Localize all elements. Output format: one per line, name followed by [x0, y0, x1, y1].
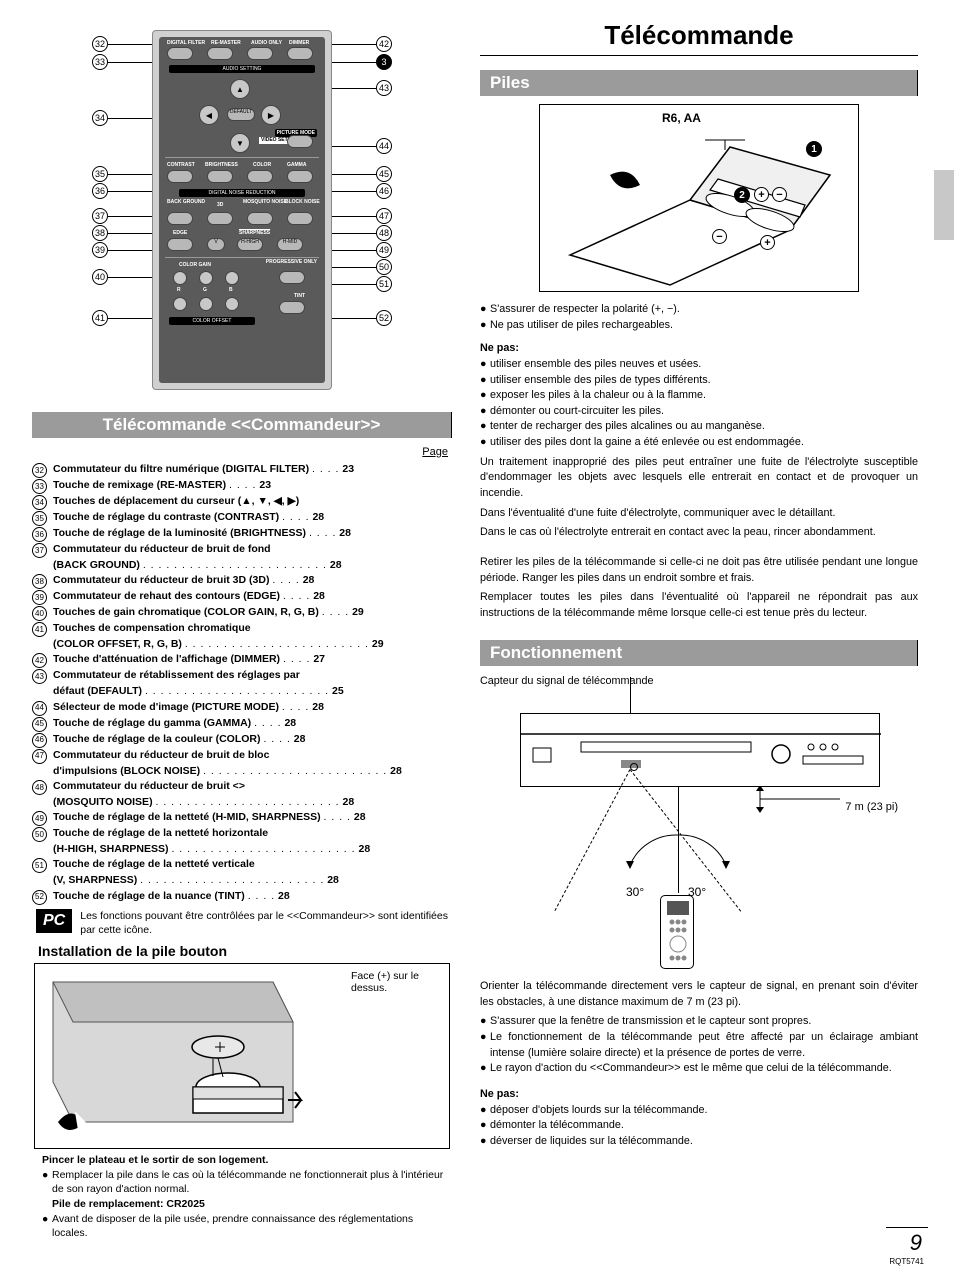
page-number: 9 [886, 1227, 928, 1256]
ref-item-35: 35Touche de réglage du contraste (CONTRA… [32, 510, 452, 526]
ref-item-37-cont: (BACK GROUND) . . . . . . . . . . . . . … [32, 558, 452, 573]
remote-diagram: DIGITAL FILTER RE-MASTER AUDIO ONLY DIMM… [92, 20, 392, 402]
callout-42: 42 [332, 36, 392, 52]
doc-code: RQT5741 [889, 1257, 924, 1266]
callout-41: 41 [92, 310, 152, 326]
pc-badge: PC [36, 909, 72, 933]
ref-item-41-cont: (COLOR OFFSET, R, G, B) . . . . . . . . … [32, 637, 452, 652]
ref-item-50-cont: (H-HIGH, SHARPNESS) . . . . . . . . . . … [32, 842, 452, 857]
replacement-pile: Pile de remplacement: CR2025 [52, 1197, 448, 1212]
right-column: Télécommande Piles R6, AA 1 2 + − [480, 20, 918, 1241]
side-gray-tab [934, 170, 954, 240]
callout-46: 46 [332, 183, 392, 199]
callout-37: 37 [92, 208, 152, 224]
left-column: DIGITAL FILTER RE-MASTER AUDIO ONLY DIMM… [32, 20, 452, 1241]
callout-32: 32 [92, 36, 152, 52]
section-piles-header: Piles [480, 70, 918, 96]
operation-diagram: 7 m (23 pi) 30° 30° [480, 695, 918, 975]
callout-33: 33 [92, 54, 152, 70]
ref-item-47: 47Commutateur du réducteur de bruit de b… [32, 748, 452, 764]
callout-50: 50 [332, 259, 392, 275]
ref-item-42: 42Touche d'atténuation de l'affichage (D… [32, 652, 452, 668]
ref-item-36: 36Touche de réglage de la luminosité (BR… [32, 526, 452, 542]
callout-3: 3 [332, 54, 392, 70]
pc-note: PC Les fonctions pouvant être contrôlées… [32, 909, 452, 937]
angle-left: 30° [626, 885, 644, 899]
install-header: Installation de la pile bouton [38, 943, 452, 959]
ref-item-41: 41Touches de compensation chromatique [32, 621, 452, 637]
piles-text-block: ●S'assurer de respecter la polarité (+, … [480, 302, 918, 622]
ref-item-52: 52Touche de réglage de la nuance (TINT) … [32, 889, 452, 905]
callout-49: 49 [332, 242, 392, 258]
page-column-label: Page [32, 446, 448, 458]
callout-52: 52 [332, 310, 392, 326]
piles-bullet-0: ●utiliser ensemble des piles neuves et u… [480, 357, 918, 373]
callout-51: 51 [332, 276, 392, 292]
lbl-dimmer: DIMMER [289, 40, 309, 46]
ref-item-33: 33Touche de remixage (RE-MASTER) . . . .… [32, 478, 452, 494]
piles-bullet-4: ●tenter de recharger des piles alcalines… [480, 419, 918, 435]
ref-item-32: 32Commutateur du filtre numérique (DIGIT… [32, 462, 452, 478]
piles-bullet-5: ●utiliser des piles dont la gaine a été … [480, 435, 918, 451]
piles-bullet-3: ●démonter ou court-circuiter les piles. [480, 404, 918, 420]
ref-item-43-cont: défaut (DEFAULT) . . . . . . . . . . . .… [32, 684, 452, 699]
pc-text: Les fonctions pouvant être contrôlées pa… [80, 909, 452, 937]
ref-item-43: 43Commutateur de rétablissement des régl… [32, 668, 452, 684]
lbl-digital-filter: DIGITAL FILTER [167, 40, 205, 46]
step-2-icon: 2 [734, 187, 750, 203]
ref-item-49: 49Touche de réglage de la netteté (H-MID… [32, 810, 452, 826]
callout-34: 34 [92, 110, 152, 126]
ref-item-38: 38Commutateur du réducteur de bruit 3D (… [32, 573, 452, 589]
ref-item-46: 46Touche de réglage de la couleur (COLOR… [32, 732, 452, 748]
lbl-audio-setting: AUDIO SETTING [169, 65, 315, 73]
replace-bullet: Remplacer la pile dans le cas où la télé… [52, 1168, 448, 1197]
callout-40: 40 [92, 269, 152, 285]
ref-item-40: 40Touches de gain chromatique (COLOR GAI… [32, 605, 452, 621]
piles-bullet-1: ●utiliser ensemble des piles de types di… [480, 373, 918, 389]
ref-item-48: 48Commutateur du réducteur de bruit <> [32, 779, 452, 795]
dispose-bullet: Avant de disposer de la pile usée, prend… [52, 1212, 448, 1241]
fonc-text-block: Orienter la télécommande directement ver… [480, 979, 918, 1149]
ref-item-45: 45Touche de réglage du gamma (GAMMA) . .… [32, 716, 452, 732]
callout-39: 39 [92, 242, 152, 258]
ref-item-39: 39Commutateur de rehaut des contours (ED… [32, 589, 452, 605]
section-remote-header: Télécommande <<Commandeur>> [32, 412, 452, 438]
callout-47: 47 [332, 208, 392, 224]
ref-item-51-cont: (V, SHARPNESS) . . . . . . . . . . . . .… [32, 873, 452, 888]
section-fonc-header: Fonctionnement [480, 640, 918, 666]
distance-label: 7 m (23 pi) [845, 801, 898, 813]
face-plus-text: Face (+) sur le dessus. [351, 970, 441, 994]
ref-item-48-cont: (MOSQUITO NOISE) . . . . . . . . . . . .… [32, 795, 452, 810]
reference-list: 32Commutateur du filtre numérique (DIGIT… [32, 462, 452, 905]
ref-item-37: 37Commutateur du réducteur de bruit de f… [32, 542, 452, 558]
callout-44: 44 [332, 138, 392, 154]
callout-48: 48 [332, 225, 392, 241]
callout-38: 38 [92, 225, 152, 241]
lbl-audio-only: AUDIO ONLY [251, 40, 282, 46]
ref-item-50: 50Touche de réglage de la netteté horizo… [32, 826, 452, 842]
batteries-diagram: R6, AA 1 2 + − − + [539, 104, 859, 292]
lbl-remaster: RE-MASTER [211, 40, 241, 46]
callout-45: 45 [332, 166, 392, 182]
piles-bullet-2: ●exposer les piles à la chaleur ou à la … [480, 388, 918, 404]
coin-battery-diagram: Face (+) sur le dessus. [34, 963, 450, 1149]
capteur-label: Capteur du signal de télécommande [480, 674, 918, 690]
pinch-text: Pincer le plateau et le sortir de son lo… [42, 1153, 448, 1168]
ref-item-34: 34Touches de déplacement du curseur (▲, … [32, 494, 452, 510]
callout-43: 43 [332, 80, 392, 96]
ref-item-44: 44Sélecteur de mode d'image (PICTURE MOD… [32, 700, 452, 716]
callout-36: 36 [92, 183, 152, 199]
page-title: Télécommande [480, 20, 918, 56]
callout-35: 35 [92, 166, 152, 182]
ref-item-51: 51Touche de réglage de la netteté vertic… [32, 857, 452, 873]
ref-item-47-cont: d'impulsions (BLOCK NOISE) . . . . . . .… [32, 764, 452, 779]
step-1-icon: 1 [806, 141, 822, 157]
